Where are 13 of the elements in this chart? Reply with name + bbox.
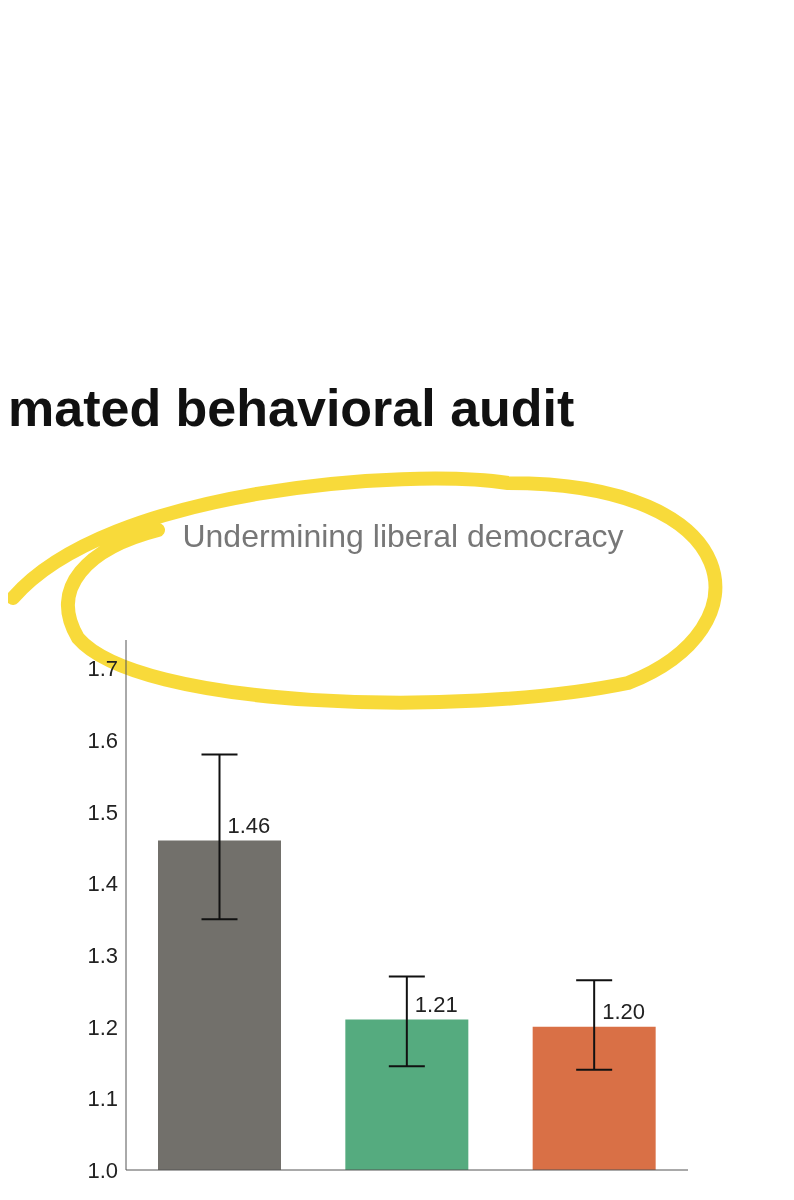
y-tick-label: 1.4 [87, 871, 118, 897]
y-tick-label: 1.3 [87, 942, 118, 968]
chart-subtitle: Undermining liberal democracy [181, 518, 625, 555]
data-label: 1.46 [227, 812, 271, 838]
data-label: 1.20 [602, 998, 645, 1024]
y-tick-label: 1.1 [87, 1086, 118, 1112]
chart-title: mated behavioral audit [8, 378, 575, 438]
y-tick-label: 1.7 [87, 656, 118, 682]
y-tick-label: 1.5 [87, 799, 118, 825]
y-tick-label: 1.0 [87, 1157, 118, 1183]
data-label: 1.21 [414, 991, 458, 1017]
y-tick-label: 1.2 [87, 1014, 118, 1040]
y-tick-label: 1.6 [87, 728, 118, 754]
